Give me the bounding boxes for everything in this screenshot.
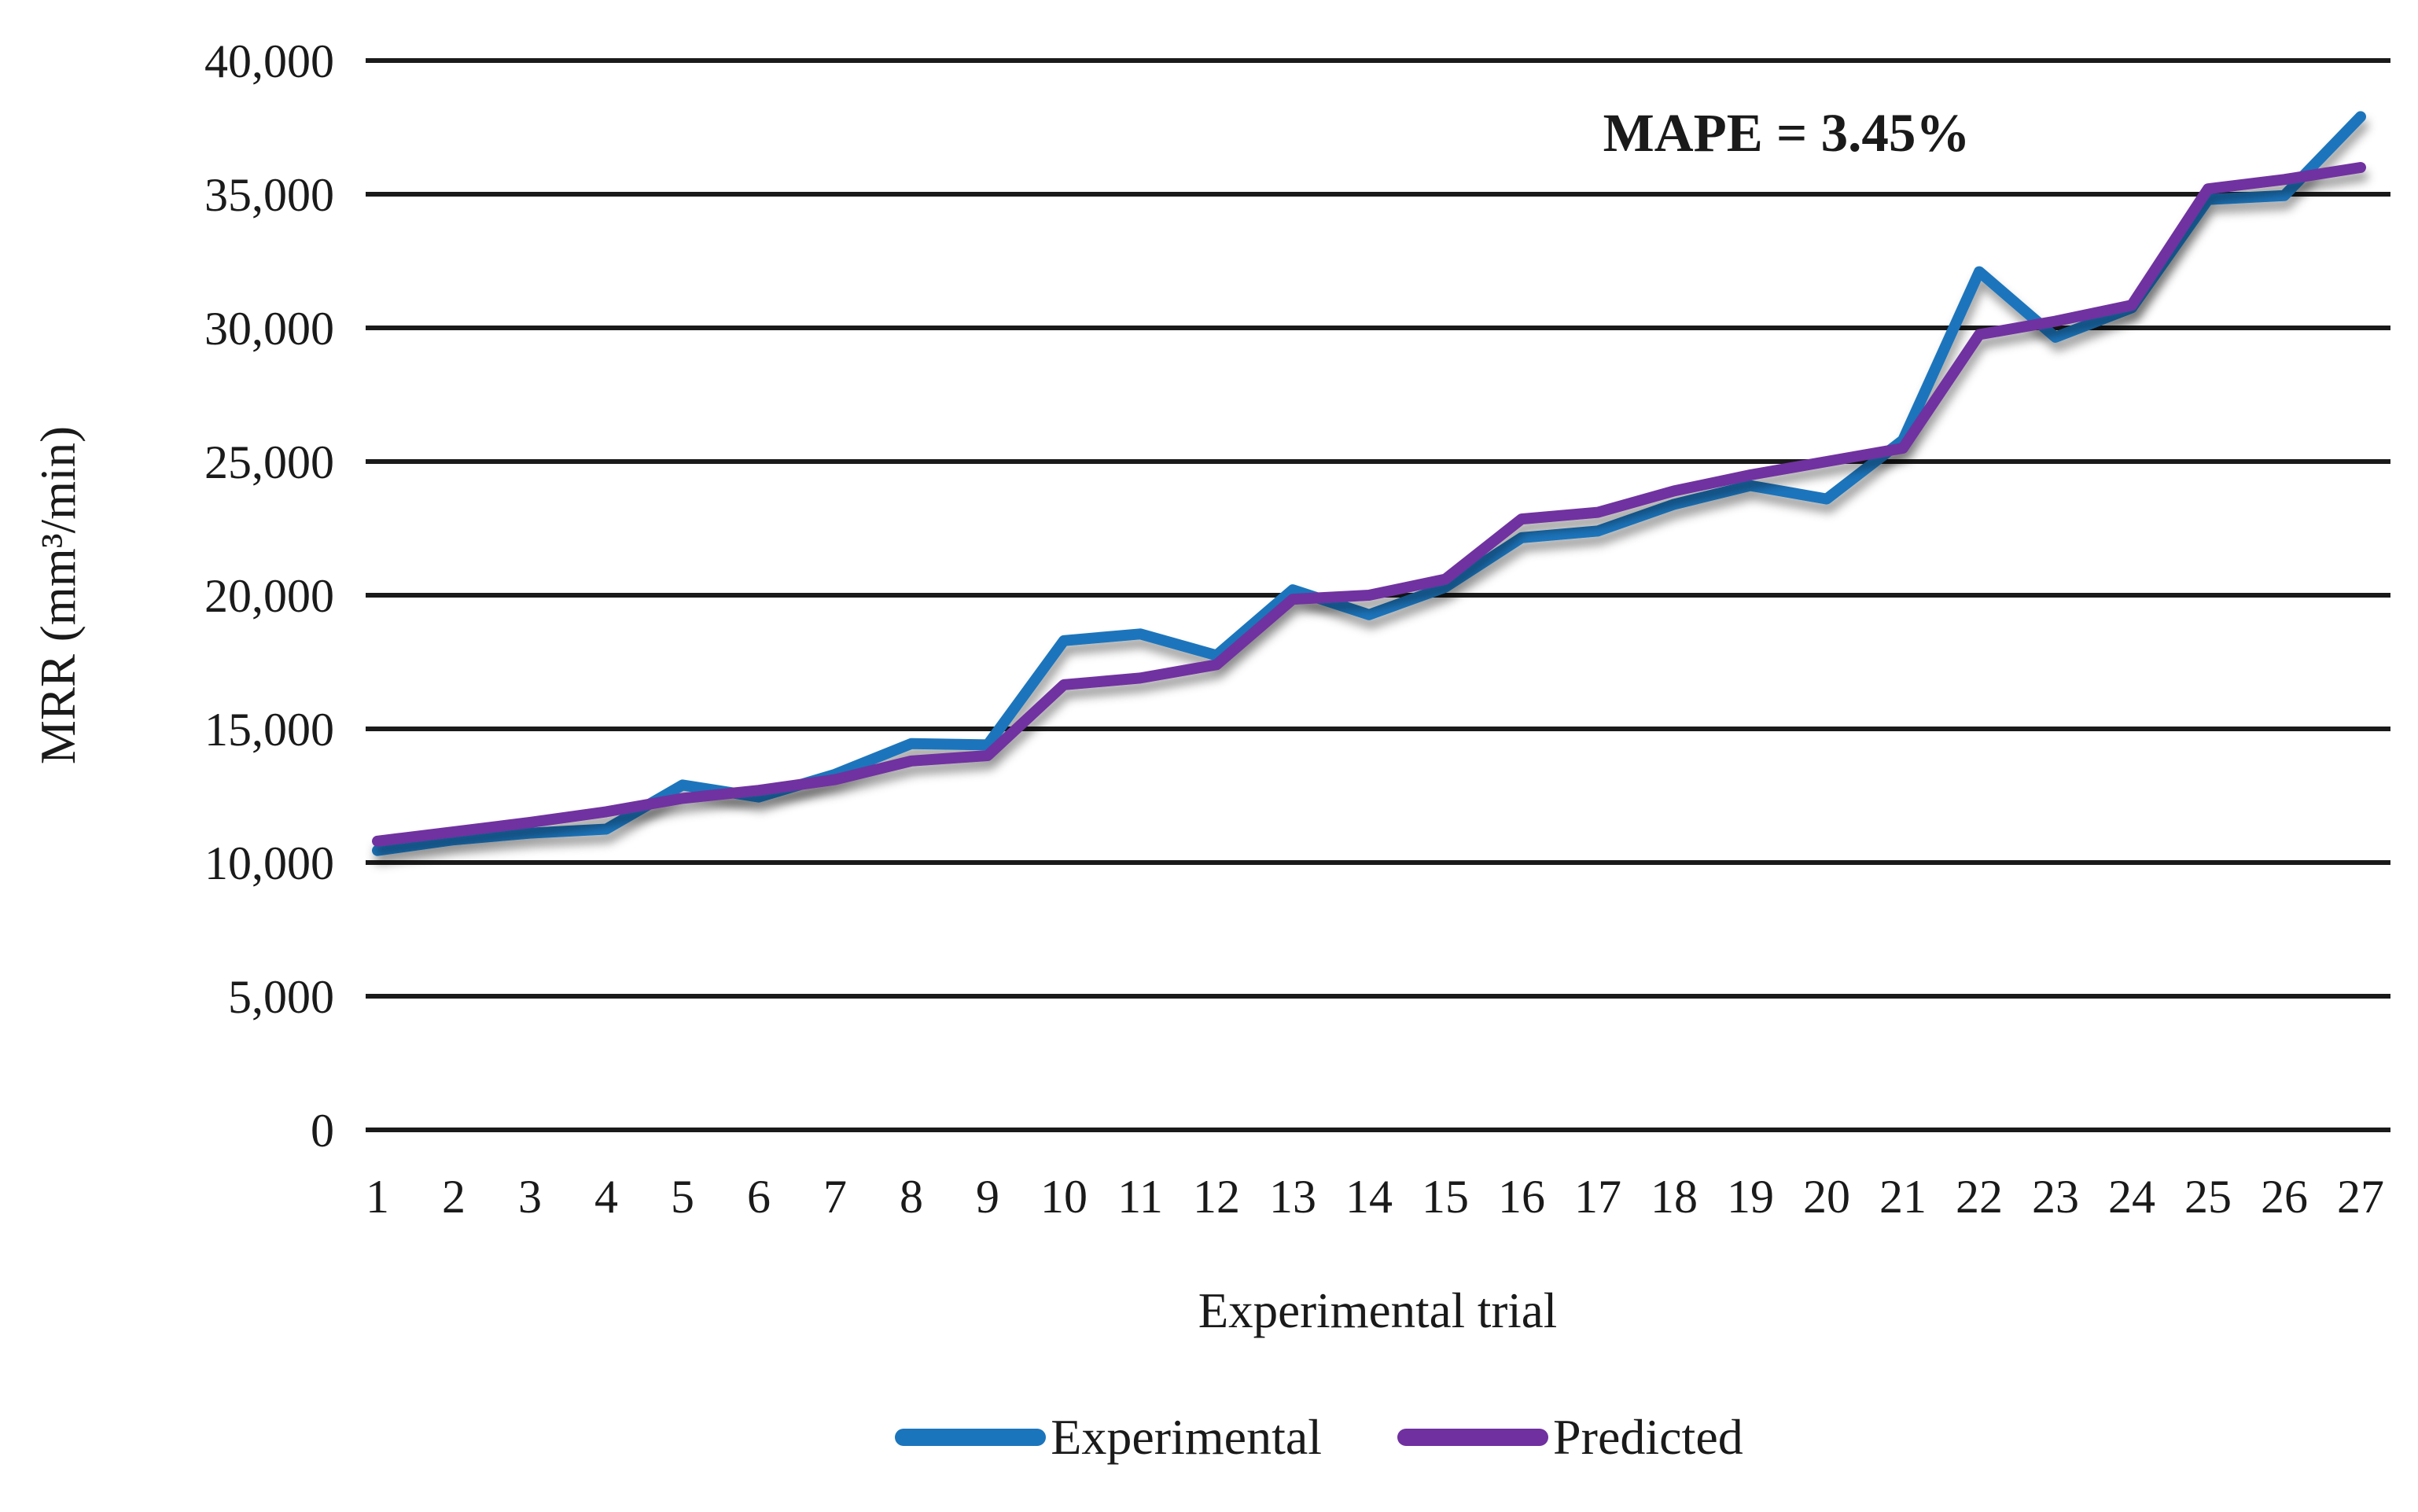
x-tick-label: 25 (2184, 1171, 2232, 1223)
y-tick-label: 10,000 (204, 837, 334, 889)
y-tick-label: 40,000 (204, 35, 334, 87)
x-tick-label: 5 (671, 1171, 694, 1223)
y-axis-title: MRR (mm³/min) (31, 426, 86, 764)
x-tick-label: 9 (976, 1171, 999, 1223)
experimental-line-swatch (895, 1429, 1047, 1446)
y-tick-label: 25,000 (204, 436, 334, 488)
x-tick-label: 15 (1422, 1171, 1469, 1223)
x-tick-label: 16 (1498, 1171, 1545, 1223)
x-tick-label: 18 (1651, 1171, 1698, 1223)
x-tick-label: 17 (1574, 1171, 1621, 1223)
y-tick-label: 15,000 (204, 704, 334, 756)
legend: Experimental Predicted (110, 1412, 2418, 1462)
x-tick-label: 12 (1193, 1171, 1240, 1223)
x-tick-label: 22 (1956, 1171, 2003, 1223)
x-tick-label: 1 (366, 1171, 389, 1223)
legend-item-predicted: Predicted (1397, 1412, 1743, 1462)
x-tick-label: 19 (1727, 1171, 1774, 1223)
series-lines (372, 111, 2366, 856)
x-tick-label: 26 (2261, 1171, 2308, 1223)
experimental-line (372, 111, 2366, 856)
y-tick-label: 20,000 (204, 570, 334, 622)
x-tick-label: 23 (2032, 1171, 2079, 1223)
x-tick-label: 2 (442, 1171, 466, 1223)
x-tick-label: 20 (1803, 1171, 1850, 1223)
x-tick-label: 3 (518, 1171, 542, 1223)
legend-item-experimental: Experimental (895, 1412, 1322, 1462)
predicted-line (372, 162, 2366, 847)
y-tick-label: 35,000 (204, 169, 334, 221)
x-axis-title: Experimental trial (1198, 1283, 1558, 1338)
x-tick-label: 7 (823, 1171, 847, 1223)
x-tick-label: 14 (1345, 1171, 1393, 1223)
x-tick-label: 11 (1117, 1171, 1163, 1223)
x-tick-label: 4 (594, 1171, 618, 1223)
mape-annotation: MAPE = 3.45% (1603, 103, 1971, 163)
x-tick-label: 27 (2337, 1171, 2384, 1223)
x-tick-label: 10 (1040, 1171, 1088, 1223)
predicted-line-swatch (1397, 1429, 1549, 1446)
y-tick-label: 5,000 (228, 971, 334, 1023)
x-tick-label: 8 (900, 1171, 923, 1223)
x-tick-label: 21 (1879, 1171, 1927, 1223)
legend-label-predicted: Predicted (1553, 1409, 1743, 1465)
y-tick-label: 30,000 (204, 303, 334, 355)
y-tick-label: 0 (311, 1105, 334, 1157)
y-axis-tick-labels: 0 5,000 10,000 15,000 20,000 25,000 30,000 35,0… (204, 35, 334, 1157)
x-tick-label: 13 (1269, 1171, 1316, 1223)
x-tick-label: 6 (747, 1171, 771, 1223)
x-axis-tick-labels: 1 2 3 4 5 6 7 8 9 10 11 12 13 14 15 16 17 18 19 20 21 22 23 24 2… (366, 1171, 2384, 1223)
x-tick-label: 24 (2108, 1171, 2155, 1223)
legend-label-experimental: Experimental (1051, 1409, 1323, 1465)
